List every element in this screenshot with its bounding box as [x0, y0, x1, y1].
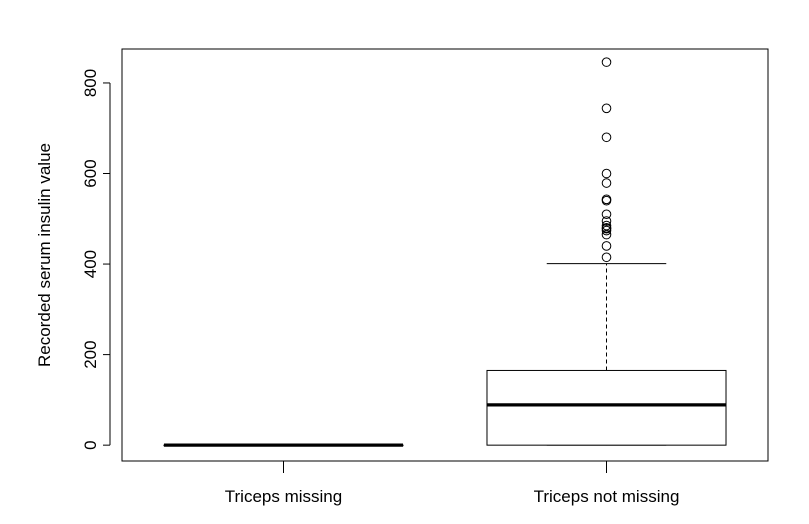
- x-category-label: Triceps not missing: [534, 487, 680, 506]
- y-tick-label: 200: [81, 340, 100, 368]
- outlier-point: [601, 168, 612, 179]
- outlier-point: [601, 57, 612, 67]
- outlier-point: [601, 103, 612, 114]
- x-axis: Triceps missing Triceps not missing: [225, 461, 680, 506]
- box-2: [486, 57, 727, 446]
- outlier-point: [601, 252, 612, 263]
- y-tick-label: 800: [81, 69, 100, 97]
- outlier-point: [601, 216, 612, 226]
- box-iqr: [486, 369, 727, 446]
- x-category-label: Triceps missing: [225, 487, 342, 506]
- outlier-point: [601, 178, 612, 188]
- outlier-point: [601, 194, 612, 205]
- box-1: [163, 443, 404, 447]
- y-tick-label: 0: [81, 440, 100, 449]
- y-axis-title: Recorded serum insulin value: [35, 143, 54, 367]
- y-axis: 0 200 400 600 800: [81, 69, 111, 450]
- y-tick-label: 600: [81, 159, 100, 187]
- outlier-point: [601, 223, 612, 233]
- outlier-point: [601, 241, 612, 251]
- box-series: [163, 57, 727, 447]
- outlier-point: [601, 220, 612, 231]
- outlier-point: [601, 209, 612, 220]
- outlier-point: [601, 132, 612, 143]
- y-tick-label: 400: [81, 250, 100, 278]
- plot-frame: [121, 48, 769, 462]
